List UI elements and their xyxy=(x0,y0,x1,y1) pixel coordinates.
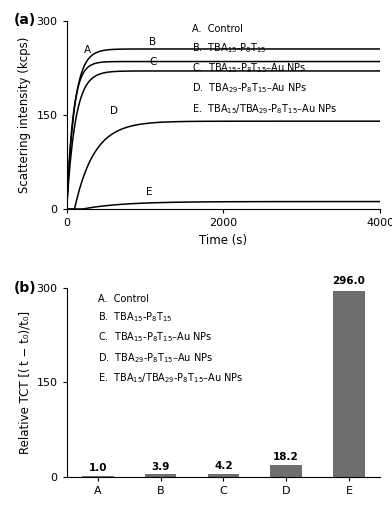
Bar xyxy=(82,476,114,477)
Text: 18.2: 18.2 xyxy=(273,452,299,462)
Text: A.  Control
B.  TBA$_{15}$-P$_8$T$_{15}$
C.  TBA$_{15}$-P$_8$T$_{15}$–Au NPs
D. : A. Control B. TBA$_{15}$-P$_8$T$_{15}$ C… xyxy=(98,294,243,385)
Text: E: E xyxy=(146,187,152,197)
Bar xyxy=(270,465,302,477)
Text: A: A xyxy=(84,45,91,55)
Text: 4.2: 4.2 xyxy=(214,462,233,471)
Bar xyxy=(145,474,176,477)
Text: (b): (b) xyxy=(13,281,36,295)
Y-axis label: Relative TCT [( t − t₀)/t₀]: Relative TCT [( t − t₀)/t₀] xyxy=(18,311,31,454)
Text: B: B xyxy=(149,37,156,47)
Bar xyxy=(208,474,239,477)
Text: A.  Control
B.  TBA$_{15}$-P$_8$T$_{15}$
C.  TBA$_{15}$-P$_8$T$_{15}$–Au NPs
D. : A. Control B. TBA$_{15}$-P$_8$T$_{15}$ C… xyxy=(192,24,338,116)
Text: C: C xyxy=(149,57,156,67)
Text: D: D xyxy=(110,106,118,116)
Text: 3.9: 3.9 xyxy=(152,462,170,471)
Y-axis label: Scattering intensity (kcps): Scattering intensity (kcps) xyxy=(18,37,31,193)
Text: 1.0: 1.0 xyxy=(89,464,107,473)
Bar xyxy=(333,291,365,477)
Text: 296.0: 296.0 xyxy=(332,276,365,286)
Text: (a): (a) xyxy=(13,13,36,27)
X-axis label: Time (s): Time (s) xyxy=(200,234,247,247)
